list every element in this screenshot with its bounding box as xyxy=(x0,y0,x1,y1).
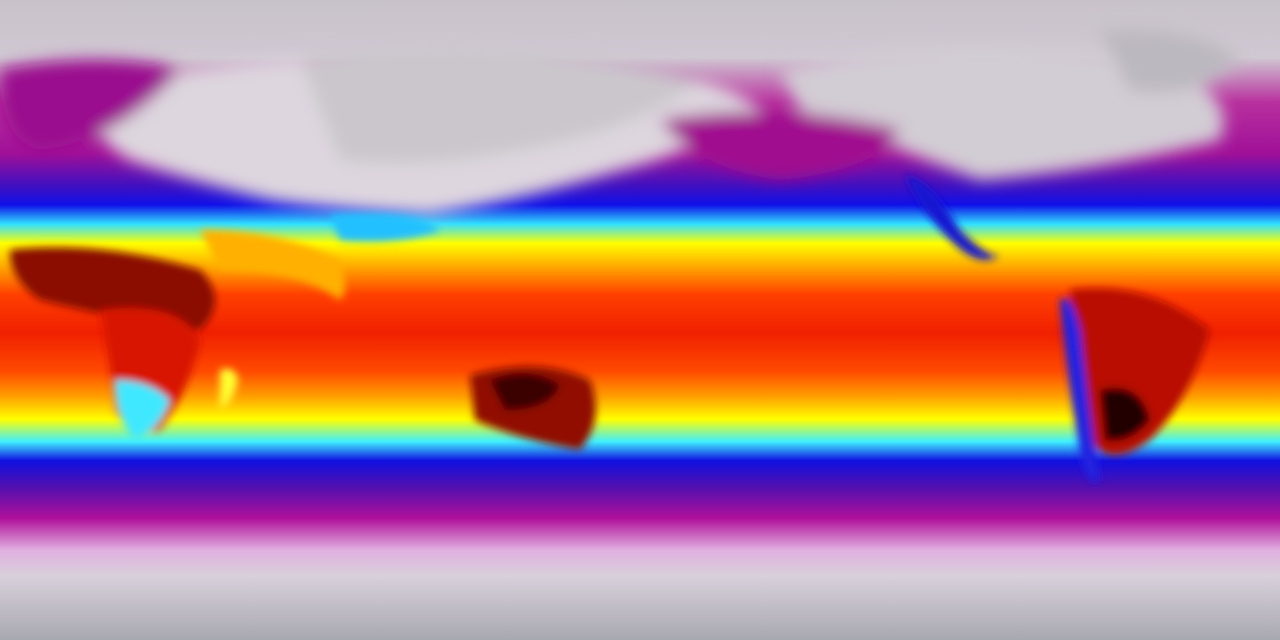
siberia-cold xyxy=(300,48,700,164)
south-africa-cool xyxy=(115,380,170,440)
andes-cold xyxy=(1060,298,1100,482)
northern-land-masses xyxy=(0,29,1240,216)
south-america-core xyxy=(1100,388,1150,441)
sahara xyxy=(10,247,215,330)
north-pacific-magenta xyxy=(660,112,900,180)
tibet-cold xyxy=(330,214,440,242)
north-atlantic-magenta xyxy=(0,60,180,150)
rockies-cold xyxy=(905,175,1000,260)
arabia-india xyxy=(200,230,345,300)
north-america-cold xyxy=(780,47,1224,181)
greenland xyxy=(1100,29,1240,92)
australia-core xyxy=(490,373,560,410)
tropical-land-masses xyxy=(10,175,1210,482)
madagascar xyxy=(220,368,238,408)
